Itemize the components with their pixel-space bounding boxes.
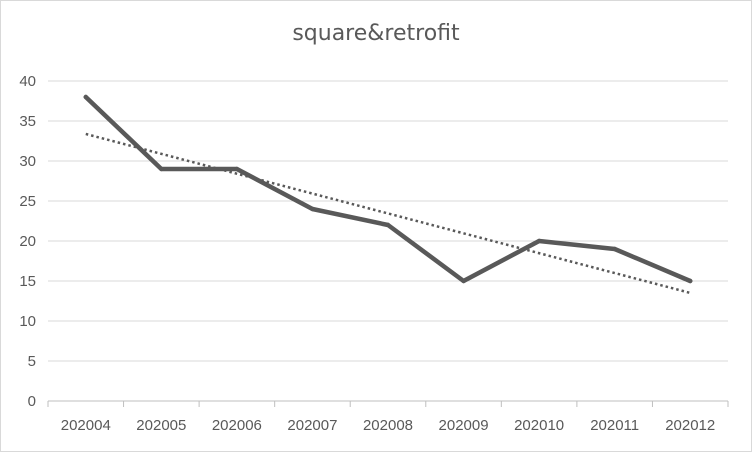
data-point <box>234 166 240 172</box>
data-point <box>310 206 315 212</box>
x-tick-label: 202006 <box>212 417 262 434</box>
x-tick-label: 202012 <box>665 417 715 434</box>
y-tick-label: 35 <box>19 113 36 130</box>
y-tick-label: 10 <box>19 313 36 330</box>
data-point <box>385 222 391 228</box>
y-tick-label: 40 <box>19 73 36 90</box>
x-tick-label: 202004 <box>61 417 111 434</box>
y-tick-label: 30 <box>19 153 36 170</box>
x-tick-label: 202009 <box>439 417 489 434</box>
x-tick-label: 202011 <box>590 417 639 434</box>
trendline <box>85 132 691 295</box>
chart-title: square&retrofit <box>292 21 460 46</box>
series-line <box>83 94 693 284</box>
data-point <box>461 278 466 284</box>
data-point <box>536 238 542 244</box>
x-tick-label: 202005 <box>136 417 186 434</box>
x-tick-label: 202007 <box>287 417 337 434</box>
data-point <box>688 278 693 284</box>
y-tick-label: 15 <box>19 273 36 290</box>
y-tick-label: 20 <box>19 233 36 250</box>
y-tick-label: 0 <box>28 393 36 410</box>
data-point <box>612 246 617 252</box>
x-tick-label: 202010 <box>514 417 564 434</box>
data-point <box>83 94 88 100</box>
y-tick-label: 25 <box>19 193 36 210</box>
x-tick-label: 202008 <box>363 417 413 434</box>
y-tick-label: 5 <box>28 353 36 370</box>
data-point <box>159 166 164 172</box>
